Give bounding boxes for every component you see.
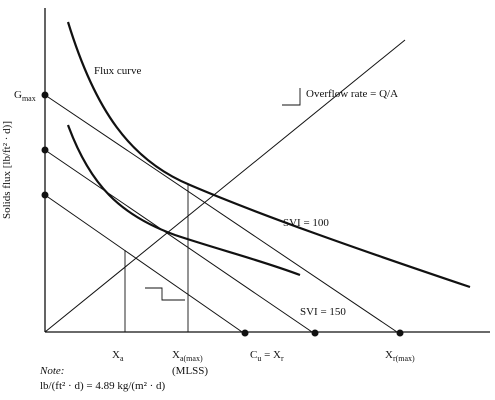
point — [41, 146, 49, 154]
cu-rest: = X — [261, 349, 281, 361]
gmax-label: Gmax — [14, 89, 36, 103]
point — [41, 91, 49, 99]
gmax-main: G — [14, 89, 22, 101]
flux-curve-svi-100 — [66, 21, 471, 289]
gmax-sub: max — [22, 94, 36, 103]
xa-max-main: X — [172, 349, 180, 361]
operating-line — [44, 94, 401, 335]
xr-max-main: X — [385, 349, 393, 361]
slope-triangle — [282, 88, 301, 106]
xa-label: Xa — [112, 349, 124, 363]
xa-max-sub: a(max) — [180, 354, 203, 363]
overflow-line — [44, 39, 406, 333]
flux-curve-label: Flux curve — [94, 65, 141, 77]
point — [396, 329, 404, 337]
cu-label: Cu = Xr — [250, 349, 284, 363]
operating-line — [44, 194, 246, 335]
xr-max-sub: r(max) — [393, 354, 415, 363]
point — [41, 191, 49, 199]
slope-step — [145, 287, 185, 301]
svi-100-label: SVI = 100 — [283, 217, 329, 229]
point — [311, 329, 319, 337]
svi-150-label: SVI = 150 — [300, 306, 346, 318]
operating-line — [44, 149, 316, 335]
xa-max-label: Xa(max) — [172, 349, 203, 363]
xa-main: X — [112, 349, 120, 361]
cu-main: C — [250, 349, 257, 361]
cu-sub: u — [257, 354, 261, 363]
xr-max-label: Xr(max) — [385, 349, 415, 363]
flux-curve-svi-150 — [66, 124, 301, 277]
note-text: lb/(ft² · d) = 4.89 kg/(m² · d) — [40, 380, 166, 392]
cu-sub2: r — [281, 354, 284, 363]
mlss-label: (MLSS) — [172, 365, 208, 377]
xa-sub: a — [120, 354, 124, 363]
overflow-label: Overflow rate = Q/A — [306, 88, 398, 100]
y-axis-label: Solids flux [lb/ft² · d)] — [1, 121, 13, 219]
note-title: Note: — [39, 365, 64, 377]
point — [241, 329, 249, 337]
